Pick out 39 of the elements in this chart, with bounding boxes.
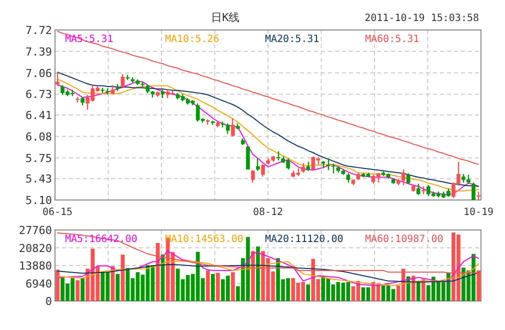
y-tick-label: 0 bbox=[45, 295, 52, 308]
bar bbox=[206, 270, 210, 301]
bar bbox=[210, 274, 215, 301]
bar bbox=[256, 246, 260, 301]
y-tick-label: 7.06 bbox=[26, 66, 52, 80]
text: MA20:11120.00 bbox=[265, 234, 344, 245]
bar bbox=[76, 280, 80, 301]
bar bbox=[216, 272, 220, 301]
text: MA10:5.26 bbox=[165, 34, 220, 45]
y-tick-label: 6.73 bbox=[26, 88, 52, 102]
bar bbox=[80, 278, 84, 301]
bar bbox=[421, 279, 426, 301]
y-tick-label: 7.39 bbox=[26, 45, 52, 58]
y-tick-label: 7.72 bbox=[26, 24, 52, 37]
bar bbox=[416, 282, 420, 301]
bar bbox=[231, 272, 235, 301]
bar bbox=[116, 274, 120, 301]
y-tick-label: 6.41 bbox=[26, 109, 52, 122]
x-tick-label: 06-15 bbox=[42, 207, 73, 218]
y-tick-label: 5.10 bbox=[26, 194, 52, 207]
x-tick-label: 10-19 bbox=[463, 207, 494, 218]
y-tick-label: 5.43 bbox=[26, 172, 52, 186]
line-series bbox=[57, 30, 479, 165]
chart-title: 日K线 bbox=[211, 11, 240, 24]
bar bbox=[306, 284, 310, 301]
text: MA60:10987.00 bbox=[365, 234, 444, 245]
y-tick-label: 27760 bbox=[18, 224, 52, 237]
x-tick-label: 08-12 bbox=[252, 207, 284, 218]
y-tick-label: 13880 bbox=[18, 260, 52, 272]
line-series bbox=[57, 250, 479, 286]
text: MA20:5.31 bbox=[265, 34, 320, 45]
text: 2011-10-19 15:03:58 bbox=[364, 13, 479, 24]
y-tick-label: 6.08 bbox=[26, 130, 52, 144]
y-tick-label: 6940 bbox=[26, 277, 52, 290]
text: MA60:5.31 bbox=[365, 34, 420, 45]
y-tick-label: 5.75 bbox=[26, 152, 52, 165]
bar bbox=[56, 270, 60, 301]
y-tick-label: 20820 bbox=[18, 242, 52, 255]
bar bbox=[110, 266, 115, 301]
